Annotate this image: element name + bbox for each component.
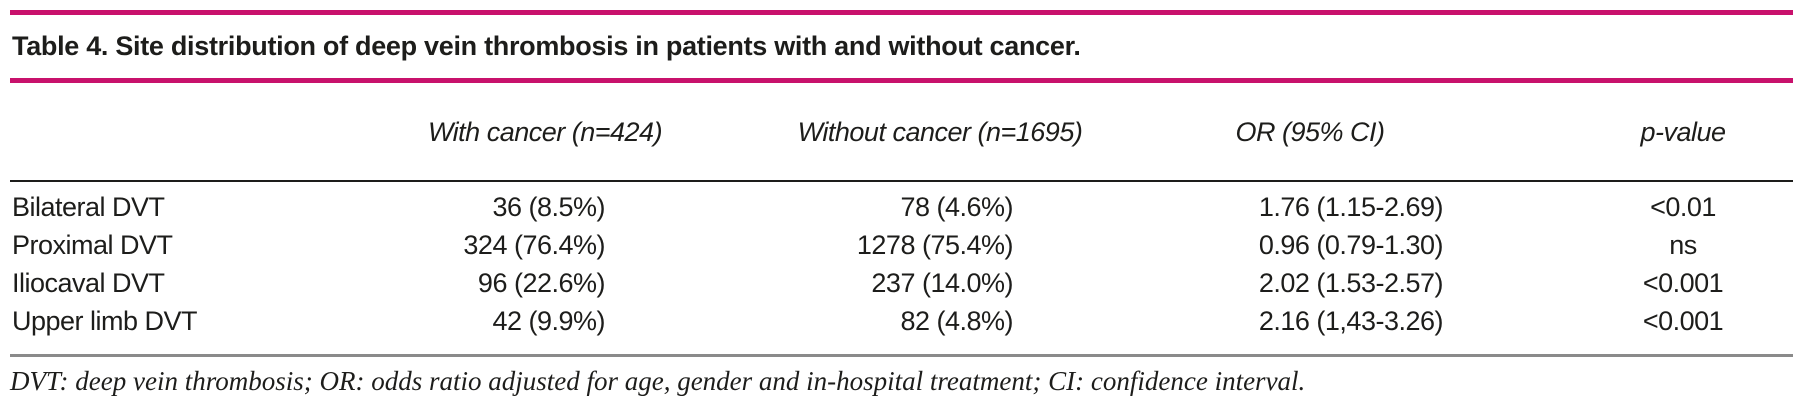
- p-value: <0.001: [1642, 306, 1724, 336]
- table-row-iliocaval-dvt: Iliocaval DVT 96 (22.6%) 237 (14.0%) 2.0…: [10, 264, 1793, 302]
- table-row-upper-limb-dvt: Upper limb DVT 42 (9.9%) 82 (4.8%) 2.16 …: [10, 302, 1793, 340]
- without-cancer-value: 82 (4.8%): [900, 306, 1013, 336]
- paper-table-figure: Table 4. Site distribution of deep vein …: [10, 0, 1793, 398]
- column-header-row: With cancer (n=424) Without cancer (n=16…: [10, 83, 1793, 180]
- without-cancer-value: 237 (14.0%): [871, 268, 1013, 298]
- with-cancer-value: 324 (76.4%): [463, 230, 605, 260]
- column-header-with-cancer: With cancer (n=424): [427, 117, 663, 147]
- footnote-divider-rule: [10, 354, 1793, 357]
- p-value: <0.01: [1650, 192, 1716, 222]
- without-cancer-value: 1278 (75.4%): [856, 230, 1014, 260]
- row-label: Proximal DVT: [12, 230, 173, 260]
- or-ci-value: 2.02 (1.53-2.57): [1258, 268, 1444, 298]
- table-row-proximal-dvt: Proximal DVT 324 (76.4%) 1278 (75.4%) 0.…: [10, 226, 1793, 264]
- top-accent-rule: [10, 10, 1793, 15]
- table-title: Table 4. Site distribution of deep vein …: [12, 31, 1081, 61]
- footnote-text: DVT: deep vein thrombosis; OR: odds rati…: [10, 366, 1306, 396]
- or-ci-value: 1.76 (1.15-2.69): [1258, 192, 1444, 222]
- p-value: ns: [1669, 230, 1697, 260]
- without-cancer-value: 78 (4.6%): [900, 192, 1013, 222]
- or-ci-value: 2.16 (1,43-3.26): [1258, 306, 1444, 336]
- column-header-without-cancer: Without cancer (n=1695): [797, 117, 1083, 147]
- title-bottom-accent-rule: [10, 78, 1793, 83]
- table-body: Bilateral DVT 36 (8.5%) 78 (4.6%) 1.76 (…: [10, 182, 1793, 354]
- row-label: Bilateral DVT: [12, 192, 165, 222]
- p-value: <0.001: [1642, 268, 1724, 298]
- with-cancer-value: 96 (22.6%): [477, 268, 606, 298]
- column-header-or-ci: OR (95% CI): [1235, 117, 1385, 147]
- with-cancer-value: 36 (8.5%): [492, 192, 605, 222]
- row-label: Iliocaval DVT: [12, 268, 165, 298]
- table-row-bilateral-dvt: Bilateral DVT 36 (8.5%) 78 (4.6%) 1.76 (…: [10, 188, 1793, 226]
- header-divider-rule: [10, 180, 1793, 182]
- or-ci-value: 0.96 (0.79-1.30): [1258, 230, 1444, 260]
- with-cancer-value: 42 (9.9%): [492, 306, 605, 336]
- row-label: Upper limb DVT: [12, 306, 198, 336]
- column-header-p-value: p-value: [1640, 117, 1726, 147]
